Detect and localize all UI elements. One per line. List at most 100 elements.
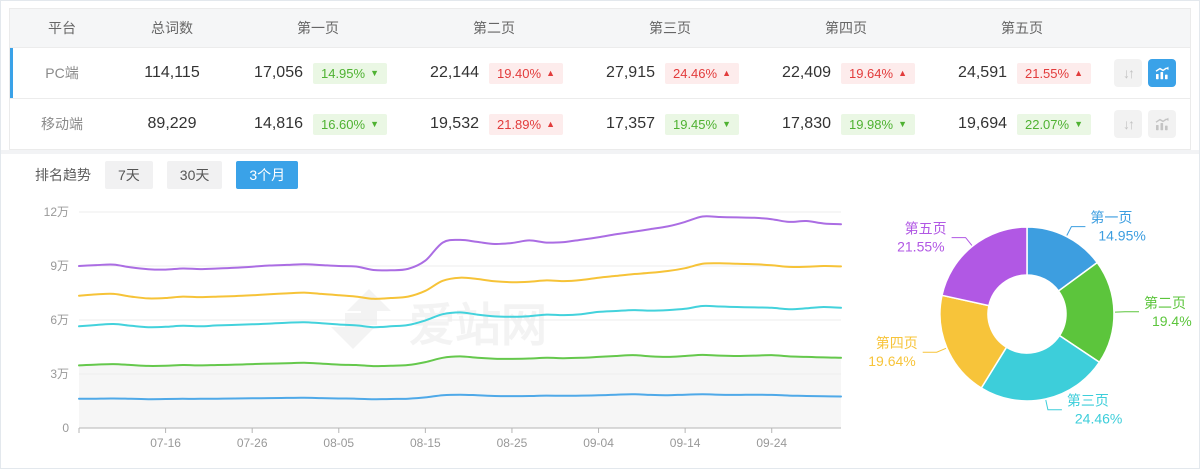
change-percent: 19.40% [496,65,542,81]
arrow-down-icon: ▼ [370,67,379,78]
charts-canvas: 爱站网 0 3万 6万 9万 12万 07-16 07-26 08-05 08-15 08-25 09… [44,205,1192,450]
y-axis-label: 12万 [44,205,69,219]
trend-toolbar: 排名趋势 7天 30天 3个月 [1,154,1199,193]
table-row[interactable]: PC端 114,115 17,056 14.95% ▼ 22,144 19.40% ▲ 27… [10,47,1190,98]
page-stat-cell: 17,830 19.98% ▼ [758,113,934,135]
page-stat-cell: 24,591 21.55% ▲ [934,62,1110,84]
show-trend-button[interactable] [1148,110,1176,138]
change-percent: 24.46% [672,65,718,81]
table-header-row: 平台 总词数 第一页 第二页 第三页 第四页 第五页 [10,9,1190,47]
row-actions: ↓↑ [1110,110,1190,138]
page-stat-cell: 17,357 19.45% ▼ [582,113,758,135]
line-series-第四页累计[interactable] [78,262,842,300]
donut-label-name: 第二页 [1144,295,1186,311]
change-percent: 19.45% [672,116,718,132]
arrow-up-icon: ▲ [722,67,731,78]
arrow-down-icon: ▼ [722,118,731,129]
platform-label: PC端 [45,65,79,81]
trend-chart-icon [1155,117,1169,131]
range-tab-3个月[interactable]: 3个月 [236,161,299,189]
arrow-up-icon: ▲ [546,67,555,78]
y-axis-label: 0 [62,421,69,435]
change-badge: 22.07% ▼ [1016,113,1091,135]
donut-slice-第五页[interactable] [941,226,1028,307]
change-percent: 19.98% [848,116,894,132]
total-words-value: 89,229 [147,115,197,132]
platform-label: 移动端 [41,116,83,132]
arrow-up-icon: ▲ [546,118,555,129]
change-percent: 16.60% [320,116,366,132]
x-axis-label: 08-05 [323,436,354,450]
col-header-page1: 第一页 [297,20,339,36]
donut-label-leader [1066,226,1086,236]
donut-label-name: 第四页 [876,335,918,351]
page-word-count: 19,694 [958,115,1007,132]
col-header-platform: 平台 [48,20,76,36]
page-word-count: 24,591 [958,64,1007,81]
page-word-count: 17,830 [782,115,831,132]
change-badge: 21.89% ▲ [488,113,563,135]
col-header-total: 总词数 [151,20,193,36]
arrow-up-icon: ▲ [1074,67,1083,78]
page-word-count: 19,532 [430,115,479,132]
col-header-page4: 第四页 [825,20,867,36]
sort-arrows-icon: ↓↑ [1123,116,1135,132]
donut-label-leader [922,347,947,353]
change-badge: 19.98% ▼ [840,113,915,135]
page-stat-cell: 17,056 14.95% ▼ [230,62,406,84]
donut-slice-第三页[interactable] [980,334,1101,402]
arrow-down-icon: ▼ [898,118,907,129]
page-stat-cell: 27,915 24.46% ▲ [582,62,758,84]
total-words-value: 114,115 [144,64,200,81]
donut-label-percent: 24.46% [1075,411,1122,427]
change-badge: 24.46% ▲ [664,62,739,84]
x-axis-label: 09-24 [756,436,787,450]
col-header-page2: 第二页 [473,20,515,36]
x-axis-label: 07-16 [150,436,181,450]
x-axis-label: 08-25 [497,436,528,450]
line-series-第一页[interactable] [78,393,842,401]
range-tab-7天[interactable]: 7天 [105,161,153,189]
table-row[interactable]: 移动端 89,229 14,816 16.60% ▼ 19,532 21.89% ▲ 17,… [10,98,1190,149]
donut-label-percent: 19.64% [868,353,915,369]
donut-label-name: 第五页 [905,221,947,237]
donut-label-leader [1045,399,1062,411]
change-percent: 21.89% [496,116,542,132]
trend-line-chart: 爱站网 0 3万 6万 9万 12万 07-16 07-26 08-05 08-15 08-25 09… [44,205,842,450]
show-trend-button[interactable] [1148,59,1176,87]
arrow-up-icon: ▲ [898,67,907,78]
page-stat-cell: 19,694 22.07% ▼ [934,113,1110,135]
range-tab-30天[interactable]: 30天 [166,161,223,189]
x-axis-label: 09-14 [670,436,701,450]
line-series-第三页累计[interactable] [78,304,842,329]
row-actions: ↓↑ [1110,59,1190,87]
col-header-page5: 第五页 [1001,20,1043,36]
change-badge: 14.95% ▼ [312,62,387,84]
change-percent: 19.64% [848,65,894,81]
x-axis-label: 09-04 [583,436,614,450]
trend-title: 排名趋势 [35,167,91,183]
change-badge: 19.45% ▼ [664,113,739,135]
page-stat-cell: 22,409 19.64% ▲ [758,62,934,84]
section-divider [1,150,1199,154]
change-badge: 21.55% ▲ [1016,62,1091,84]
sort-arrows-icon: ↓↑ [1123,65,1135,81]
y-axis-label: 6万 [50,313,69,327]
page-word-count: 17,056 [254,64,303,81]
page-share-donut-chart: 第一页 14.95% 第二页 19.4% 第三页 24.46% 第四页 19.64% 第五页 21… [868,210,1191,427]
sort-button[interactable]: ↓↑ [1114,110,1142,138]
page-stat-cell: 14,816 16.60% ▼ [230,113,406,135]
line-series-第五页累计(总词数)[interactable] [78,215,842,272]
x-axis-label: 07-26 [237,436,268,450]
change-badge: 19.40% ▲ [488,62,563,84]
donut-label-name: 第三页 [1067,393,1109,409]
change-percent: 14.95% [320,65,366,81]
col-header-page3: 第三页 [649,20,691,36]
donut-label-name: 第一页 [1090,210,1132,226]
change-badge: 19.64% ▲ [840,62,915,84]
svg-text:爱站网: 爱站网 [409,299,547,351]
line-series-第二页累计[interactable] [78,353,842,368]
sort-button[interactable]: ↓↑ [1114,59,1142,87]
page-word-count: 27,915 [606,64,655,81]
